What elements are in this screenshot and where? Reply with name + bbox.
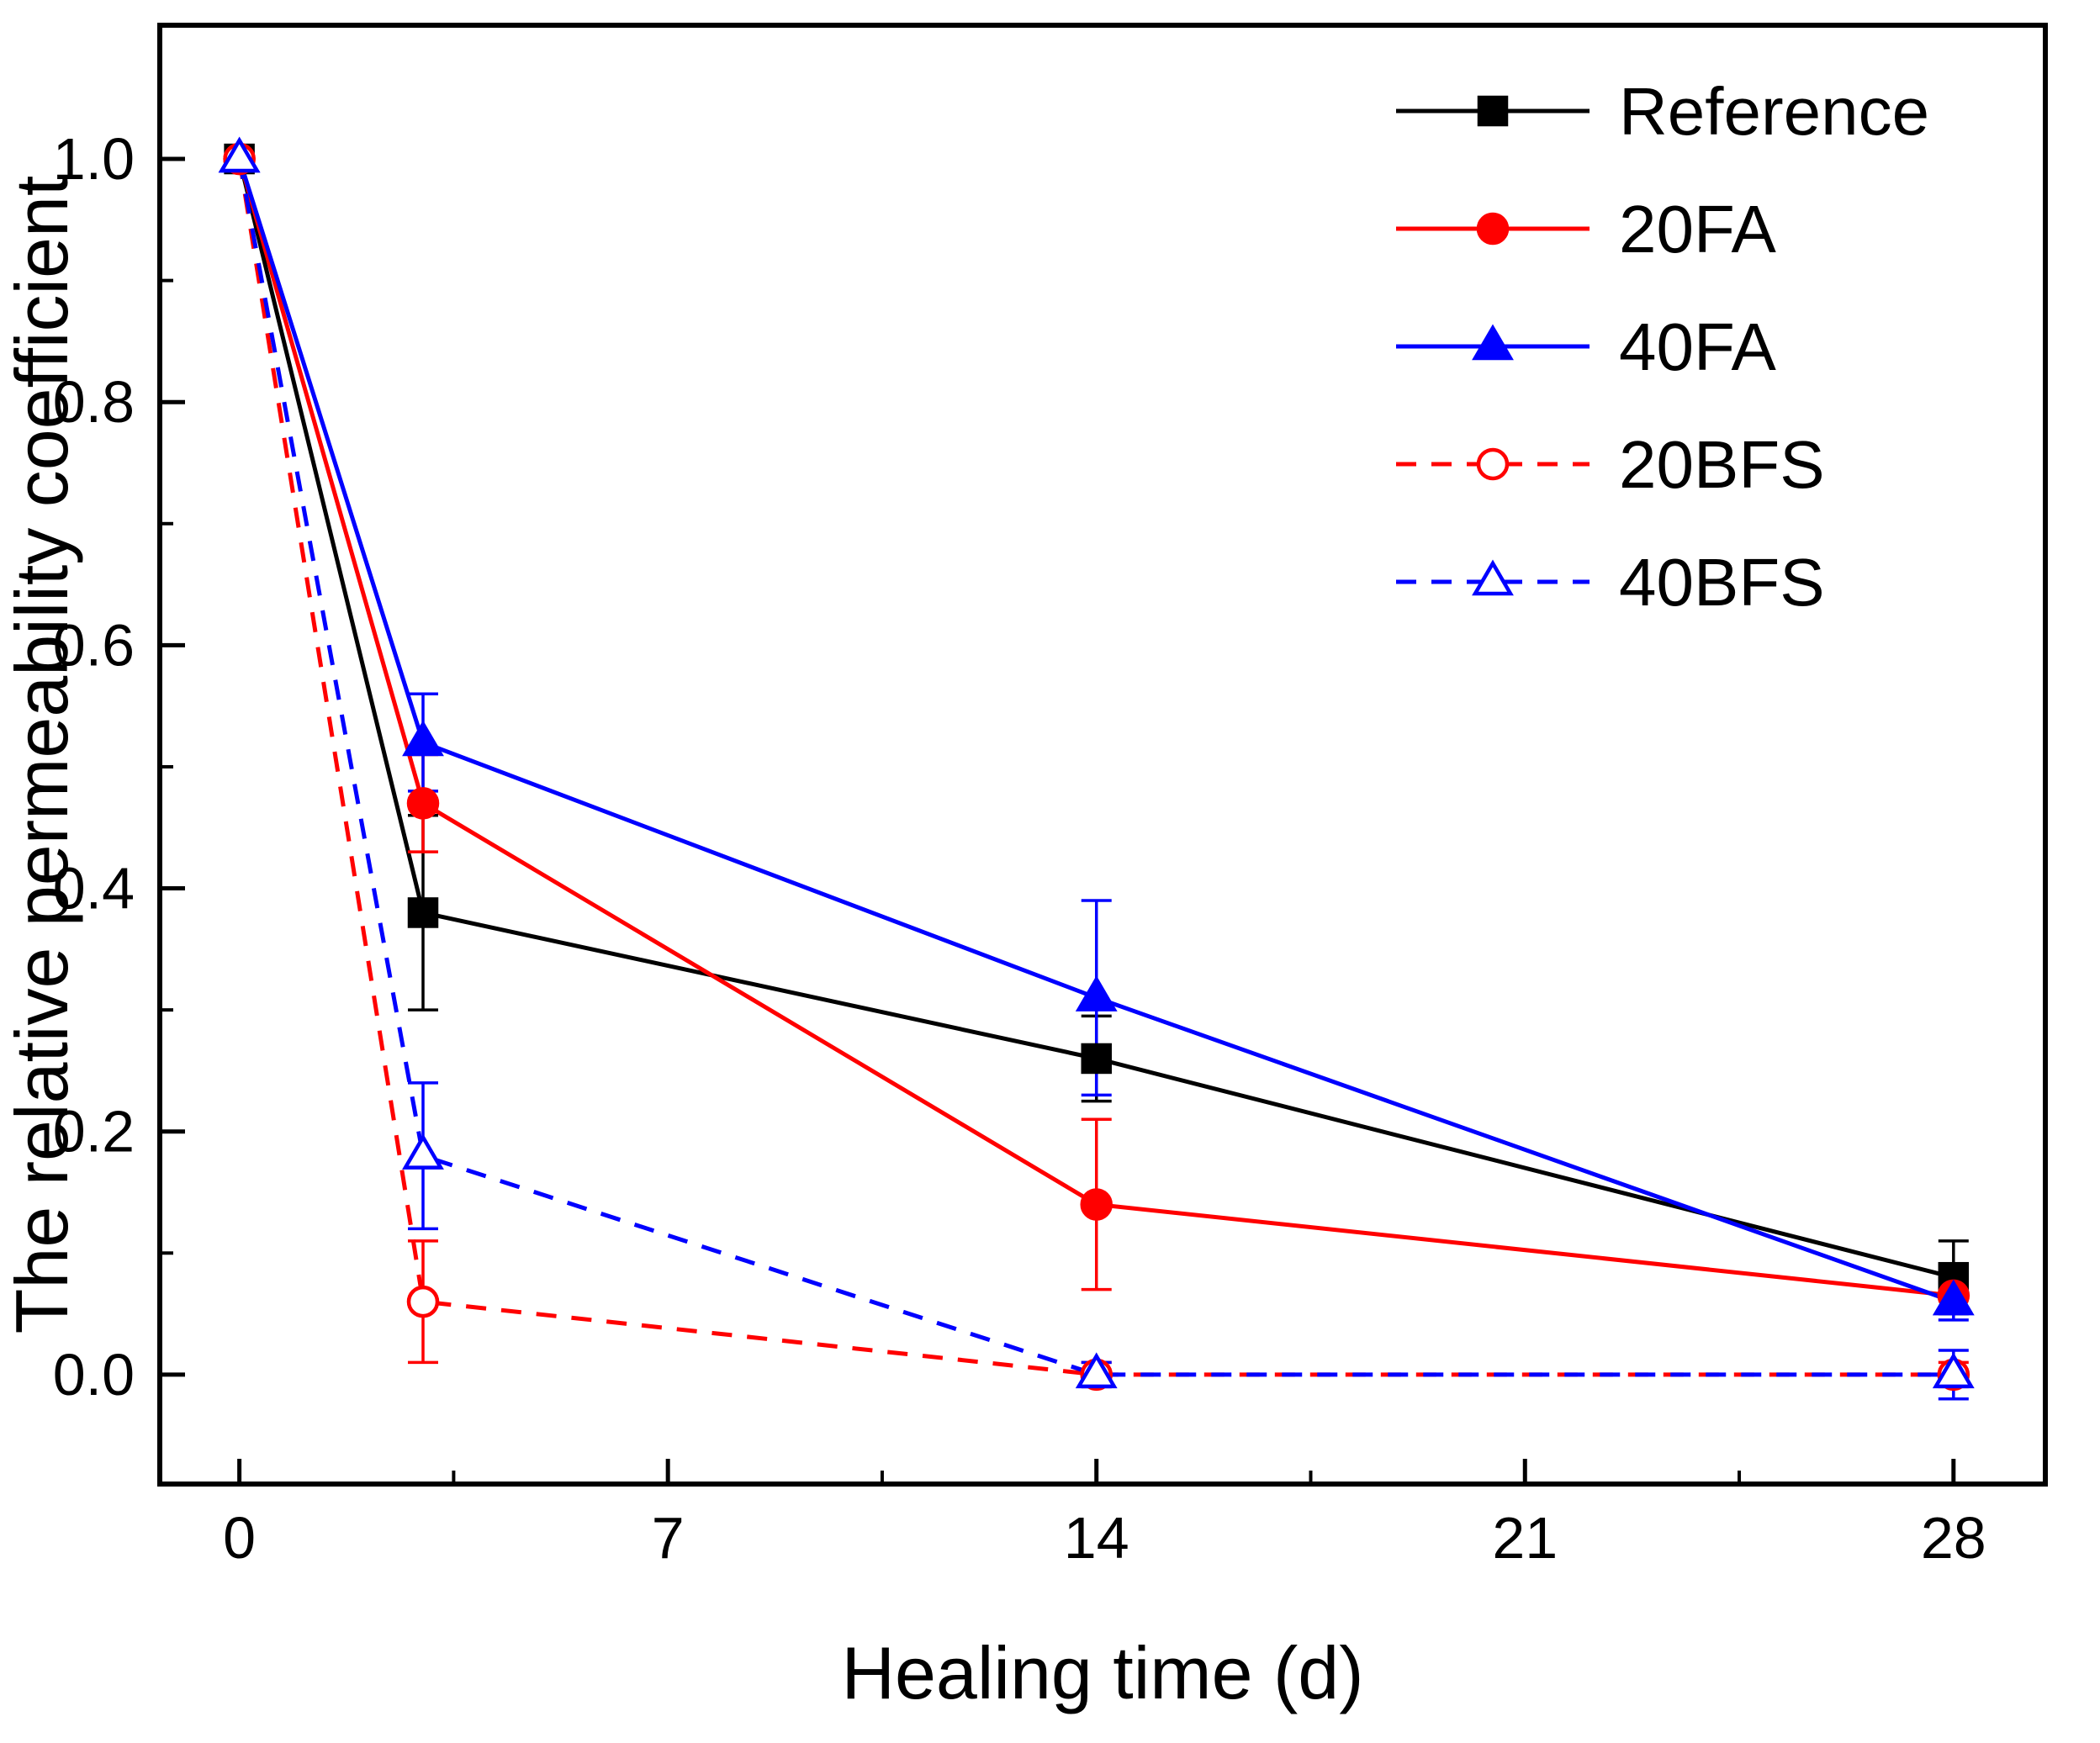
marker-circle-20FA: [406, 787, 440, 820]
marker-square-Reference: [407, 897, 439, 928]
series-line-20BFS: [237, 158, 1954, 1377]
marker-triangle-40FA: [402, 720, 444, 757]
marker-triangle-40BFS: [1075, 1352, 1118, 1389]
x-tick-label: 14: [1064, 1505, 1129, 1571]
y-tick-label: 0.8: [53, 369, 135, 435]
x-tick-label: 21: [1492, 1505, 1558, 1571]
series-line-40FA: [237, 158, 1955, 1304]
series-line-Reference: [237, 158, 1955, 1280]
marker-triangle-40BFS: [1472, 559, 1514, 596]
x-tick-label: 0: [223, 1505, 256, 1571]
marker-triangle-40BFS: [218, 136, 261, 173]
legend-label-40BFS: 40BFS: [1619, 545, 1825, 620]
marker-circle-20FA: [1080, 1188, 1113, 1221]
marker-circle-20BFS: [1476, 447, 1510, 481]
legend-label-Reference: Reference: [1619, 74, 1929, 149]
x-tick-label: 28: [1921, 1505, 1986, 1571]
y-tick-label: 0.6: [53, 612, 135, 678]
marker-triangle-40FA: [1472, 324, 1514, 361]
marker-triangle-40BFS: [1932, 1352, 1975, 1389]
legend-label-20FA: 20FA: [1619, 192, 1776, 267]
y-axis-title: The relative permeability coefficient: [0, 176, 83, 1334]
marker-circle-20BFS: [406, 1285, 440, 1318]
x-axis-title: Healing time (d): [841, 1631, 1363, 1714]
y-tick-label: 1.0: [53, 126, 135, 192]
marker-triangle-40FA: [1932, 1279, 1975, 1316]
legend-label-20BFS: 20BFS: [1619, 427, 1825, 502]
marker-square-Reference: [1477, 95, 1509, 127]
series-line-40BFS: [237, 158, 1954, 1377]
x-tick-label: 7: [652, 1505, 685, 1571]
plot-frame: [157, 23, 2048, 1487]
marker-triangle-40BFS: [402, 1133, 444, 1170]
marker-triangle-40FA: [1075, 975, 1118, 1011]
y-tick-label: 0.2: [53, 1099, 135, 1165]
marker-square-Reference: [1081, 1043, 1112, 1075]
marker-circle-20FA: [1476, 212, 1510, 246]
legend-label-40FA: 40FA: [1619, 309, 1776, 384]
y-tick-label: 0.0: [53, 1342, 135, 1408]
series-line-20FA: [237, 158, 1955, 1298]
y-tick-label: 0.4: [53, 856, 135, 922]
